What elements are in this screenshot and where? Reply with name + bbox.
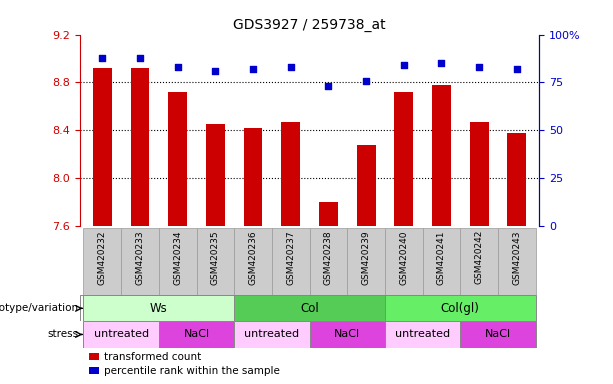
Text: GSM420238: GSM420238: [324, 230, 333, 285]
Bar: [131, 68, 150, 226]
Title: GDS3927 / 259738_at: GDS3927 / 259738_at: [234, 18, 386, 32]
Bar: [272, 228, 310, 295]
Text: GSM420233: GSM420233: [135, 230, 145, 285]
Point: [135, 55, 145, 61]
Bar: [243, 128, 262, 226]
Text: untreated: untreated: [245, 329, 299, 339]
Point: [361, 78, 371, 84]
Text: NaCl: NaCl: [334, 329, 360, 339]
Text: percentile rank within the sample: percentile rank within the sample: [104, 366, 280, 376]
Bar: [319, 202, 338, 226]
Text: GSM420241: GSM420241: [437, 230, 446, 285]
Point: [286, 64, 295, 70]
Text: genotype/variation: genotype/variation: [0, 303, 79, 313]
Bar: [357, 145, 376, 226]
Text: GSM420234: GSM420234: [173, 230, 182, 285]
Point: [248, 66, 258, 72]
Bar: [159, 228, 197, 295]
Bar: [310, 321, 385, 348]
Bar: [89, 367, 99, 374]
Bar: [310, 228, 347, 295]
Text: stress: stress: [48, 329, 79, 339]
Point: [399, 62, 409, 68]
Text: NaCl: NaCl: [183, 329, 210, 339]
Text: GSM420237: GSM420237: [286, 230, 295, 285]
Bar: [508, 133, 526, 226]
Point: [324, 83, 333, 89]
Point: [436, 60, 446, 66]
Bar: [89, 353, 99, 360]
Bar: [168, 92, 187, 226]
Bar: [197, 228, 234, 295]
Bar: [83, 321, 159, 348]
Bar: [234, 295, 385, 321]
Bar: [394, 92, 413, 226]
Point: [474, 64, 484, 70]
Text: GSM420239: GSM420239: [362, 230, 371, 285]
Text: Ws: Ws: [150, 302, 168, 315]
Text: GSM420240: GSM420240: [399, 230, 408, 285]
Text: Col(gl): Col(gl): [441, 302, 480, 315]
Bar: [460, 321, 536, 348]
Bar: [385, 295, 536, 321]
Text: GSM420235: GSM420235: [211, 230, 220, 285]
Point: [173, 64, 183, 70]
Bar: [159, 321, 234, 348]
Bar: [422, 228, 460, 295]
Bar: [432, 85, 451, 226]
Point: [512, 66, 522, 72]
Bar: [385, 321, 460, 348]
Point: [210, 68, 220, 74]
Text: untreated: untreated: [94, 329, 149, 339]
Bar: [385, 228, 422, 295]
Point: [97, 55, 107, 61]
Bar: [460, 228, 498, 295]
Text: GSM420236: GSM420236: [248, 230, 257, 285]
Bar: [83, 228, 121, 295]
Bar: [121, 228, 159, 295]
Bar: [206, 124, 225, 226]
Text: untreated: untreated: [395, 329, 450, 339]
Text: transformed count: transformed count: [104, 352, 201, 362]
Text: GSM420243: GSM420243: [512, 230, 521, 285]
Bar: [347, 228, 385, 295]
Text: GSM420232: GSM420232: [98, 230, 107, 285]
Bar: [498, 228, 536, 295]
Text: GSM420242: GSM420242: [474, 230, 484, 285]
Bar: [83, 295, 234, 321]
Text: Col: Col: [300, 302, 319, 315]
Bar: [281, 122, 300, 226]
Text: NaCl: NaCl: [485, 329, 511, 339]
Bar: [470, 122, 489, 226]
Bar: [234, 321, 310, 348]
Bar: [93, 68, 112, 226]
Bar: [234, 228, 272, 295]
